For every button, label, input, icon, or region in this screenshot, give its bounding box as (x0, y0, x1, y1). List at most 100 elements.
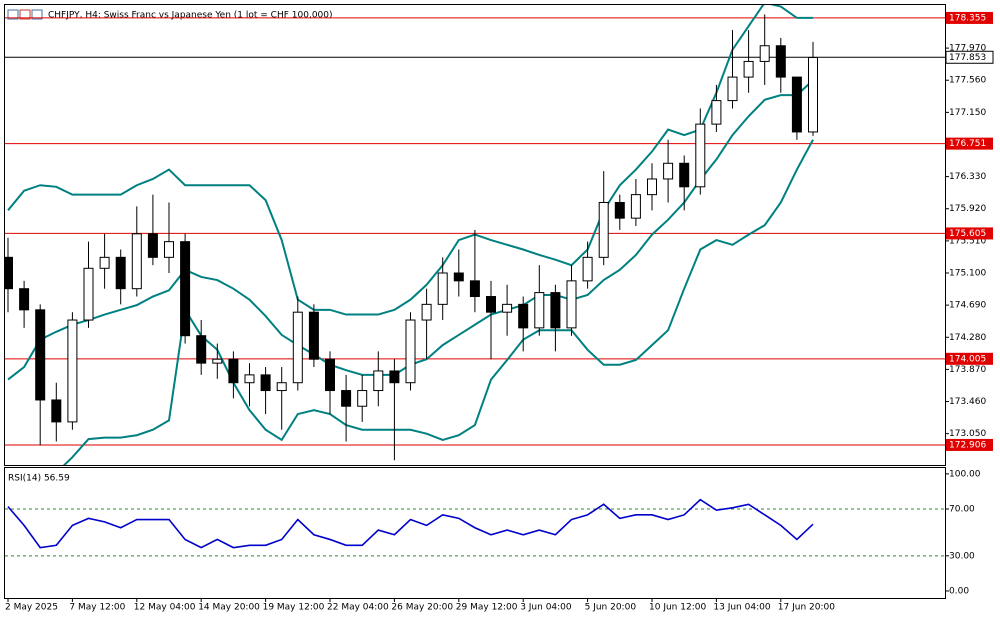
level-label: 172.906 (949, 440, 986, 450)
candle-body (373, 370, 384, 392)
candle-body (663, 162, 674, 180)
candle-body (115, 256, 126, 290)
level-label: 175.605 (949, 229, 986, 239)
candle-body (212, 358, 223, 364)
y-tick-label: 177.560 (949, 76, 986, 86)
y-tick-label: 177.150 (949, 108, 986, 118)
candle-body (566, 280, 577, 329)
candle-body (550, 292, 561, 329)
candle-body (437, 272, 448, 305)
main-panel (4, 4, 946, 466)
candle-body (808, 57, 818, 133)
y-tick-label: 100.00 (949, 469, 981, 479)
candle-body (695, 123, 706, 188)
y-tick-label: 70.00 (949, 504, 975, 514)
rsi-plot (5, 498, 945, 557)
level-label-box (946, 352, 993, 365)
level-label: 176.751 (949, 139, 986, 149)
bollinger-band (7, 5, 813, 316)
symbol-icons (7, 9, 43, 20)
candle-body (647, 178, 657, 196)
x-tick-label: 14 May 20:00 (198, 603, 260, 613)
y-tick-label: 173.870 (949, 365, 986, 375)
main-plot (5, 5, 945, 465)
x-tick-label: 5 Jun 20:00 (585, 603, 637, 613)
candle-body (244, 374, 255, 384)
candle-body (791, 76, 802, 133)
candle-body (630, 194, 641, 219)
level-label-box (946, 11, 993, 24)
candle-body (679, 162, 690, 188)
candle-body (67, 319, 78, 423)
x-tick-label: 26 May 20:00 (391, 603, 453, 613)
level-label-box (946, 438, 993, 451)
x-tick-label: 3 Jun 04:00 (520, 603, 572, 613)
candle-body (341, 390, 352, 407)
level-label-box (946, 227, 993, 240)
axes: 177.970 177.560 177.150 176.330 175.920 175.5… (5, 11, 994, 613)
candle-body (389, 370, 400, 384)
candle-body (727, 76, 738, 102)
x-tick-label: 2 May 2025 (5, 603, 58, 613)
x-tick-label: 29 May 12:00 (456, 603, 518, 613)
candle-body (131, 233, 142, 290)
level-label: 174.005 (949, 354, 986, 364)
candle-body (35, 309, 46, 401)
candle-body (147, 233, 158, 258)
y-tick-label: 175.920 (949, 204, 986, 214)
level-label: 178.355 (949, 13, 986, 23)
candle-body (711, 100, 722, 125)
rsi-line (7, 498, 814, 549)
candle-body (196, 335, 207, 364)
candle-body (51, 399, 62, 423)
candle-body (518, 303, 529, 329)
candle-body (19, 288, 30, 311)
candle-body (486, 296, 496, 313)
rsi-title: RSI(14) 56.59 (8, 474, 70, 484)
y-tick-label: 176.330 (949, 172, 986, 182)
candle-body (582, 256, 593, 282)
candle-body (534, 292, 545, 329)
level-label-box (946, 137, 993, 150)
current-price-label: 177.853 (949, 53, 986, 63)
x-tick-label: 12 May 04:00 (134, 603, 196, 613)
candle-body (228, 358, 239, 384)
candle-body (308, 311, 319, 360)
x-tick-label: 10 Jun 12:00 (649, 603, 706, 613)
candle-body (421, 303, 432, 321)
candle-body (99, 256, 110, 269)
candle-body (759, 45, 770, 62)
x-tick-label: 7 May 12:00 (69, 603, 125, 613)
y-tick-label: 175.510 (949, 236, 986, 246)
y-tick-label: 174.690 (949, 301, 986, 311)
y-tick-label: 0.00 (949, 586, 969, 596)
y-tick-label: 173.460 (949, 397, 986, 407)
candle-body (260, 374, 271, 392)
x-tick-label: 22 May 04:00 (327, 603, 389, 613)
y-tick-label: 175.100 (949, 269, 986, 279)
x-tick-label: 13 Jun 04:00 (713, 603, 770, 613)
candle-body (276, 382, 287, 392)
candle-body (743, 60, 754, 78)
candle-body (325, 358, 335, 392)
bollinger-band (62, 139, 814, 465)
candle-body (469, 280, 480, 298)
candle-body (453, 272, 464, 282)
candle-body (180, 241, 191, 337)
candle-body (83, 267, 94, 321)
current-price-box (945, 50, 994, 64)
candle-body (164, 241, 174, 258)
y-tick-label: 177.970 (949, 44, 986, 54)
candle-body (614, 201, 625, 219)
candle-body (775, 45, 786, 78)
candle-body (405, 319, 416, 384)
y-tick-label: 174.280 (949, 333, 986, 343)
x-tick-label: 19 May 12:00 (263, 603, 325, 613)
x-tick-label: 17 Jun 20:00 (778, 603, 835, 613)
candle-body (292, 311, 303, 384)
candle-body (502, 303, 513, 313)
candle-body (5, 256, 13, 290)
y-tick-label: 30.00 (949, 551, 975, 561)
candle-body (357, 390, 368, 407)
